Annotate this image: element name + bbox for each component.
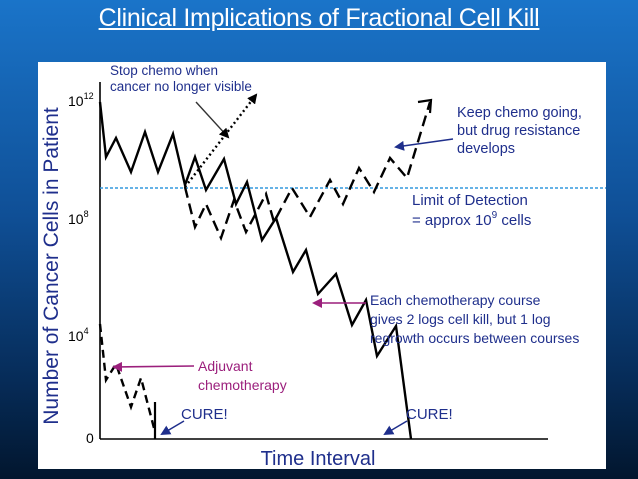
- cure-right-arrow: [383, 420, 408, 436]
- each-course-text-line3: regrowth occurs between courses: [370, 330, 579, 346]
- keep-chemo-arrow: [394, 138, 454, 151]
- stop-chemo-arrow: [195, 101, 230, 139]
- main-sawtooth-curve: [98, 101, 413, 440]
- adjuvant-curve: [98, 323, 157, 433]
- tick-label-0: 0: [86, 430, 94, 446]
- keep-chemo-text-line3: develops: [457, 141, 515, 157]
- y-axis-label: Number of Cancer Cells in Patient: [40, 107, 63, 425]
- x-axis-label: Time Interval: [261, 448, 376, 469]
- drug-resistance-arrowhead: [417, 98, 433, 114]
- tick-label-8: 108: [68, 209, 89, 227]
- cure-left-text: CURE!: [181, 406, 228, 423]
- tick-label-12: 1012: [68, 91, 94, 109]
- adjuvant-text-line1: Adjuvant: [198, 358, 253, 374]
- each-course-text-line1: Each chemotherapy course: [370, 292, 541, 308]
- limit-text-line2: = approx 109 cells: [412, 210, 531, 229]
- stop-chemo-text-line2: cancer no longer visible: [110, 79, 252, 94]
- tick-label-4: 104: [68, 326, 89, 344]
- stop-chemo-regrowth-line: [184, 93, 258, 188]
- limit-text-line1: Limit of Detection: [412, 192, 528, 209]
- adjuvant-text-line2: chemotherapy: [198, 377, 287, 393]
- figure-panel: Number of Cancer Cells in Patient 1012 1…: [38, 62, 606, 469]
- keep-chemo-text-line1: Keep chemo going,: [457, 105, 582, 121]
- drug-resistance-curve: [183, 101, 432, 242]
- chart-svg: Number of Cancer Cells in Patient 1012 1…: [40, 63, 606, 469]
- cure-right-text: CURE!: [406, 406, 453, 423]
- each-course-text-line2: gives 2 logs cell kill, but 1 log: [370, 311, 551, 327]
- slide-title: Clinical Implications of Fractional Cell…: [98, 4, 540, 32]
- keep-chemo-text-line2: but drug resistance: [457, 123, 580, 139]
- cure-left-arrow: [160, 420, 185, 436]
- stop-chemo-text-line1: Stop chemo when: [110, 63, 218, 78]
- adjuvant-arrow: [112, 361, 195, 372]
